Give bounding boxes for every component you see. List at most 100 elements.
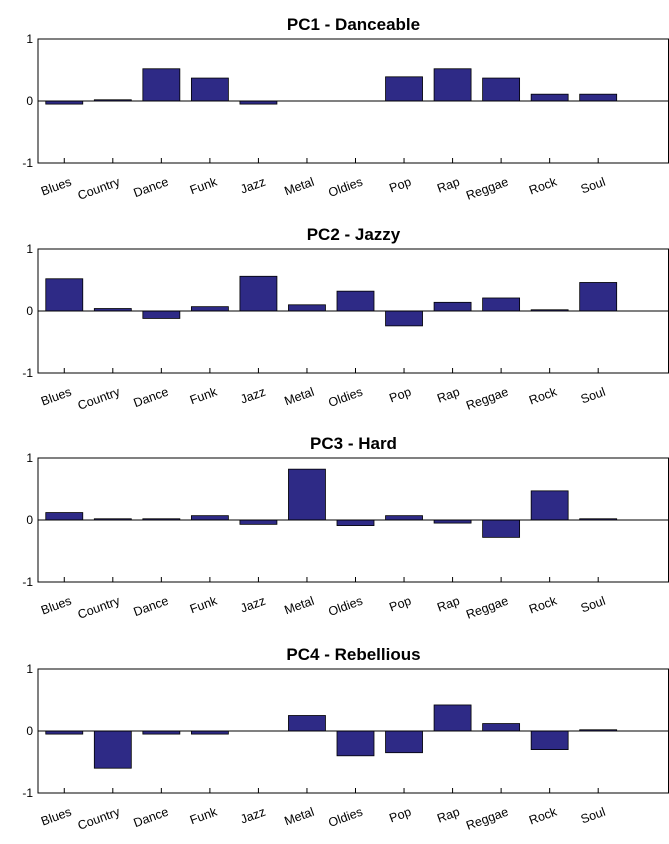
y-tick-label: 1 — [26, 451, 33, 465]
bar-metal — [288, 468, 326, 521]
bar-blues — [45, 512, 84, 521]
y-tick-label: -1 — [22, 575, 33, 589]
x-tick-label-funk: Funk — [188, 174, 220, 197]
x-tick-label-pop: Pop — [387, 805, 413, 826]
chart-panel-2: PC2 - Jazzy 1 0 -1 Blues Country Dance Funk Jazz… — [22, 225, 669, 413]
x-tick-label-rock: Rock — [527, 804, 559, 827]
y-tick-label: 1 — [26, 32, 33, 46]
x-tick-label-oldies: Oldies — [326, 385, 364, 410]
x-tick-label-rock: Rock — [527, 174, 559, 197]
chart-panel-4: PC4 - Rebellious 1 0 -1 Blues Country Dance Fun… — [22, 645, 669, 833]
bar-jazz — [239, 275, 278, 312]
chart-title: PC2 - Jazzy — [307, 225, 401, 244]
x-tick-label-dance: Dance — [132, 385, 171, 411]
x-tick-label-blues: Blues — [39, 385, 73, 409]
x-tick-label-metal: Metal — [282, 175, 316, 199]
bar-rock — [530, 490, 569, 521]
bar-funk — [190, 77, 229, 102]
x-tick-label-soul: Soul — [579, 175, 607, 197]
bar-soul — [579, 282, 618, 312]
x-tick-label-reggae: Reggae — [464, 805, 510, 833]
x-tick-label-dance: Dance — [132, 805, 171, 831]
bar-pop — [385, 730, 423, 754]
x-tick-label-country: Country — [76, 804, 123, 832]
y-tick-label: 0 — [26, 513, 33, 527]
chart-title: PC1 - Danceable — [287, 15, 420, 34]
bar-reggae — [482, 723, 521, 732]
bar-rock — [530, 730, 569, 751]
x-tick-label-blues: Blues — [39, 594, 73, 618]
x-tick-label-reggae: Reggae — [464, 175, 510, 203]
x-tick-label-jazz: Jazz — [239, 175, 268, 197]
x-tick-label-rock: Rock — [527, 593, 559, 616]
bar-dance — [142, 310, 181, 319]
bar-rock — [530, 93, 569, 102]
bar-reggae — [482, 77, 521, 102]
bar-pop — [385, 310, 423, 327]
x-tick-label-metal: Metal — [282, 385, 316, 409]
bar-oldies — [336, 730, 375, 757]
x-tick-label-blues: Blues — [39, 805, 73, 829]
x-tick-label-reggae: Reggae — [464, 385, 510, 413]
chart-panel-1: PC1 - Danceable 1 0 -1 Blues Country Dance Funk… — [22, 15, 669, 203]
bar-pop — [385, 515, 423, 521]
x-tick-label-metal: Metal — [282, 805, 316, 829]
x-tick-label-funk: Funk — [188, 384, 220, 407]
x-tick-label-blues: Blues — [39, 175, 73, 199]
bar-dance — [142, 68, 181, 102]
x-tick-label-country: Country — [76, 593, 123, 621]
bar-funk — [190, 306, 229, 312]
bar-soul — [579, 93, 618, 102]
x-tick-label-oldies: Oldies — [326, 805, 364, 830]
bar-funk — [190, 515, 229, 521]
x-tick-label-rap: Rap — [435, 175, 461, 196]
x-tick-label-dance: Dance — [132, 594, 171, 620]
bar-blues — [45, 278, 84, 312]
y-tick-label: -1 — [22, 366, 33, 380]
chart-panel-3: PC3 - Hard 1 0 -1 Blues Country Dance Funk Jazz M… — [22, 434, 669, 622]
y-tick-label: -1 — [22, 156, 33, 170]
y-tick-label: 1 — [26, 662, 33, 676]
x-tick-label-rap: Rap — [435, 594, 461, 615]
x-tick-label-rap: Rap — [435, 385, 461, 406]
y-tick-label: 0 — [26, 304, 33, 318]
x-tick-label-soul: Soul — [579, 805, 607, 827]
x-tick-label-dance: Dance — [132, 175, 171, 201]
bar-oldies — [336, 290, 375, 312]
bar-metal — [288, 715, 326, 732]
bar-reggae — [482, 297, 521, 312]
chart-title: PC4 - Rebellious — [286, 645, 420, 664]
x-tick-label-jazz: Jazz — [239, 594, 268, 616]
x-tick-label-country: Country — [76, 384, 123, 412]
x-tick-label-soul: Soul — [579, 594, 607, 616]
x-tick-label-jazz: Jazz — [239, 385, 268, 407]
x-tick-label-jazz: Jazz — [239, 805, 268, 827]
bar-metal — [288, 304, 326, 312]
bar-country — [93, 730, 132, 769]
y-tick-label: 0 — [26, 724, 33, 738]
bar-rap — [433, 68, 472, 102]
bar-oldies — [336, 519, 375, 526]
bar-rap — [433, 301, 472, 312]
x-tick-label-reggae: Reggae — [464, 594, 510, 622]
x-tick-label-funk: Funk — [188, 593, 220, 616]
y-tick-label: 1 — [26, 242, 33, 256]
bar-reggae — [482, 519, 521, 538]
x-tick-label-pop: Pop — [387, 594, 413, 615]
bar-jazz — [239, 519, 278, 525]
y-tick-label: -1 — [22, 786, 33, 800]
chart-title: PC3 - Hard — [310, 434, 397, 453]
x-tick-label-pop: Pop — [387, 175, 413, 196]
x-tick-label-oldies: Oldies — [326, 175, 364, 200]
x-tick-label-soul: Soul — [579, 385, 607, 407]
x-tick-label-funk: Funk — [188, 804, 220, 827]
x-tick-label-rap: Rap — [435, 805, 461, 826]
y-tick-label: 0 — [26, 94, 33, 108]
bar-rap — [433, 704, 472, 732]
bar-pop — [385, 76, 423, 102]
x-tick-label-oldies: Oldies — [326, 594, 364, 619]
x-tick-label-country: Country — [76, 174, 123, 202]
x-tick-label-rock: Rock — [527, 384, 559, 407]
x-tick-label-metal: Metal — [282, 594, 316, 618]
